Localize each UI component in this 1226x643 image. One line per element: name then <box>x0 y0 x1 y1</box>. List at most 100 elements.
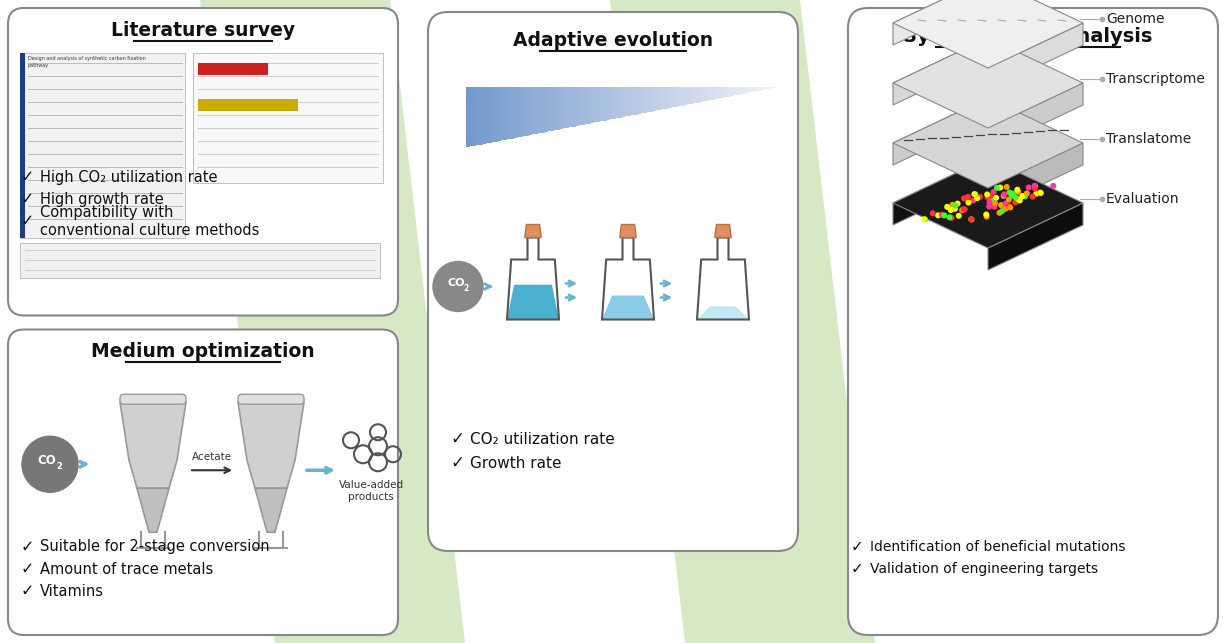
FancyBboxPatch shape <box>199 99 298 111</box>
Bar <box>525 87 528 136</box>
Circle shape <box>956 213 961 218</box>
Text: 2: 2 <box>56 462 63 471</box>
Bar <box>745 87 749 93</box>
Bar <box>658 87 662 110</box>
Text: Validation of engineering targets: Validation of engineering targets <box>870 562 1098 576</box>
Bar <box>752 87 755 92</box>
Bar <box>519 87 522 137</box>
Polygon shape <box>508 285 559 320</box>
Bar <box>671 87 674 107</box>
Bar <box>549 87 554 131</box>
Bar <box>555 87 560 130</box>
Circle shape <box>994 186 999 190</box>
Bar <box>503 87 508 140</box>
FancyBboxPatch shape <box>192 53 383 183</box>
Bar <box>736 87 739 95</box>
Bar <box>470 87 473 147</box>
Circle shape <box>988 194 993 198</box>
Circle shape <box>955 201 960 206</box>
Bar <box>729 87 733 96</box>
Bar <box>600 87 603 121</box>
Polygon shape <box>893 98 1083 188</box>
Circle shape <box>984 214 989 219</box>
FancyBboxPatch shape <box>428 12 798 551</box>
Text: Acetate: Acetate <box>192 452 232 462</box>
Circle shape <box>942 213 946 218</box>
Text: Amount of trace metals: Amount of trace metals <box>40 561 213 577</box>
Bar <box>705 87 709 101</box>
Bar <box>711 87 715 100</box>
Text: ✓: ✓ <box>450 430 463 448</box>
Polygon shape <box>200 0 465 643</box>
Circle shape <box>1018 198 1022 203</box>
Circle shape <box>1003 206 1008 211</box>
Text: ✓: ✓ <box>450 454 463 472</box>
Text: Adaptive evolution: Adaptive evolution <box>512 30 714 50</box>
Circle shape <box>1022 194 1027 199</box>
Bar <box>634 87 638 114</box>
Circle shape <box>433 262 483 311</box>
Bar <box>758 87 761 91</box>
Polygon shape <box>893 158 988 225</box>
Bar <box>577 87 581 125</box>
Circle shape <box>945 204 949 209</box>
Text: Systems-level analysis: Systems-level analysis <box>904 26 1152 46</box>
Circle shape <box>931 211 935 215</box>
Bar <box>569 87 573 127</box>
Text: products: products <box>348 493 394 502</box>
Bar <box>484 87 489 143</box>
Text: ✓: ✓ <box>21 583 33 599</box>
Circle shape <box>949 215 954 220</box>
Bar <box>630 87 634 115</box>
Bar <box>723 87 727 97</box>
Bar <box>602 87 607 121</box>
Polygon shape <box>137 488 169 532</box>
Circle shape <box>948 215 951 219</box>
Bar <box>655 87 660 111</box>
Text: 2: 2 <box>463 284 468 293</box>
Polygon shape <box>988 143 1083 210</box>
Circle shape <box>960 208 965 212</box>
Circle shape <box>954 203 958 208</box>
Polygon shape <box>988 203 1083 270</box>
Circle shape <box>1009 194 1014 198</box>
Circle shape <box>987 201 992 205</box>
Circle shape <box>975 196 980 201</box>
Bar <box>478 87 483 145</box>
Circle shape <box>1007 197 1011 202</box>
Circle shape <box>1051 183 1056 188</box>
Text: Suitable for 2-stage conversion: Suitable for 2-stage conversion <box>40 539 270 554</box>
Text: Value-added: Value-added <box>338 480 403 490</box>
Circle shape <box>1032 183 1037 188</box>
Text: CO: CO <box>38 454 56 467</box>
Circle shape <box>999 209 1004 213</box>
Circle shape <box>1004 185 1009 189</box>
Bar <box>720 87 725 98</box>
Bar <box>742 87 745 94</box>
Circle shape <box>1011 192 1015 196</box>
Polygon shape <box>893 158 1083 248</box>
Bar <box>575 87 579 126</box>
Circle shape <box>966 200 971 205</box>
Circle shape <box>988 198 993 203</box>
Circle shape <box>997 210 1002 215</box>
Bar <box>584 87 588 124</box>
Circle shape <box>950 203 955 207</box>
Circle shape <box>1038 191 1043 195</box>
Circle shape <box>999 203 1003 207</box>
Circle shape <box>1032 186 1037 191</box>
Text: ✓: ✓ <box>21 214 33 229</box>
Circle shape <box>992 190 996 194</box>
Circle shape <box>953 206 958 211</box>
Circle shape <box>969 217 973 222</box>
Bar <box>559 87 563 129</box>
Circle shape <box>972 192 977 197</box>
Circle shape <box>923 217 927 222</box>
Bar <box>701 87 706 102</box>
Circle shape <box>1002 192 1007 197</box>
Bar <box>618 87 622 118</box>
Text: ✓: ✓ <box>21 170 33 185</box>
Bar <box>726 87 731 96</box>
Bar <box>680 87 684 105</box>
Bar <box>642 87 647 113</box>
